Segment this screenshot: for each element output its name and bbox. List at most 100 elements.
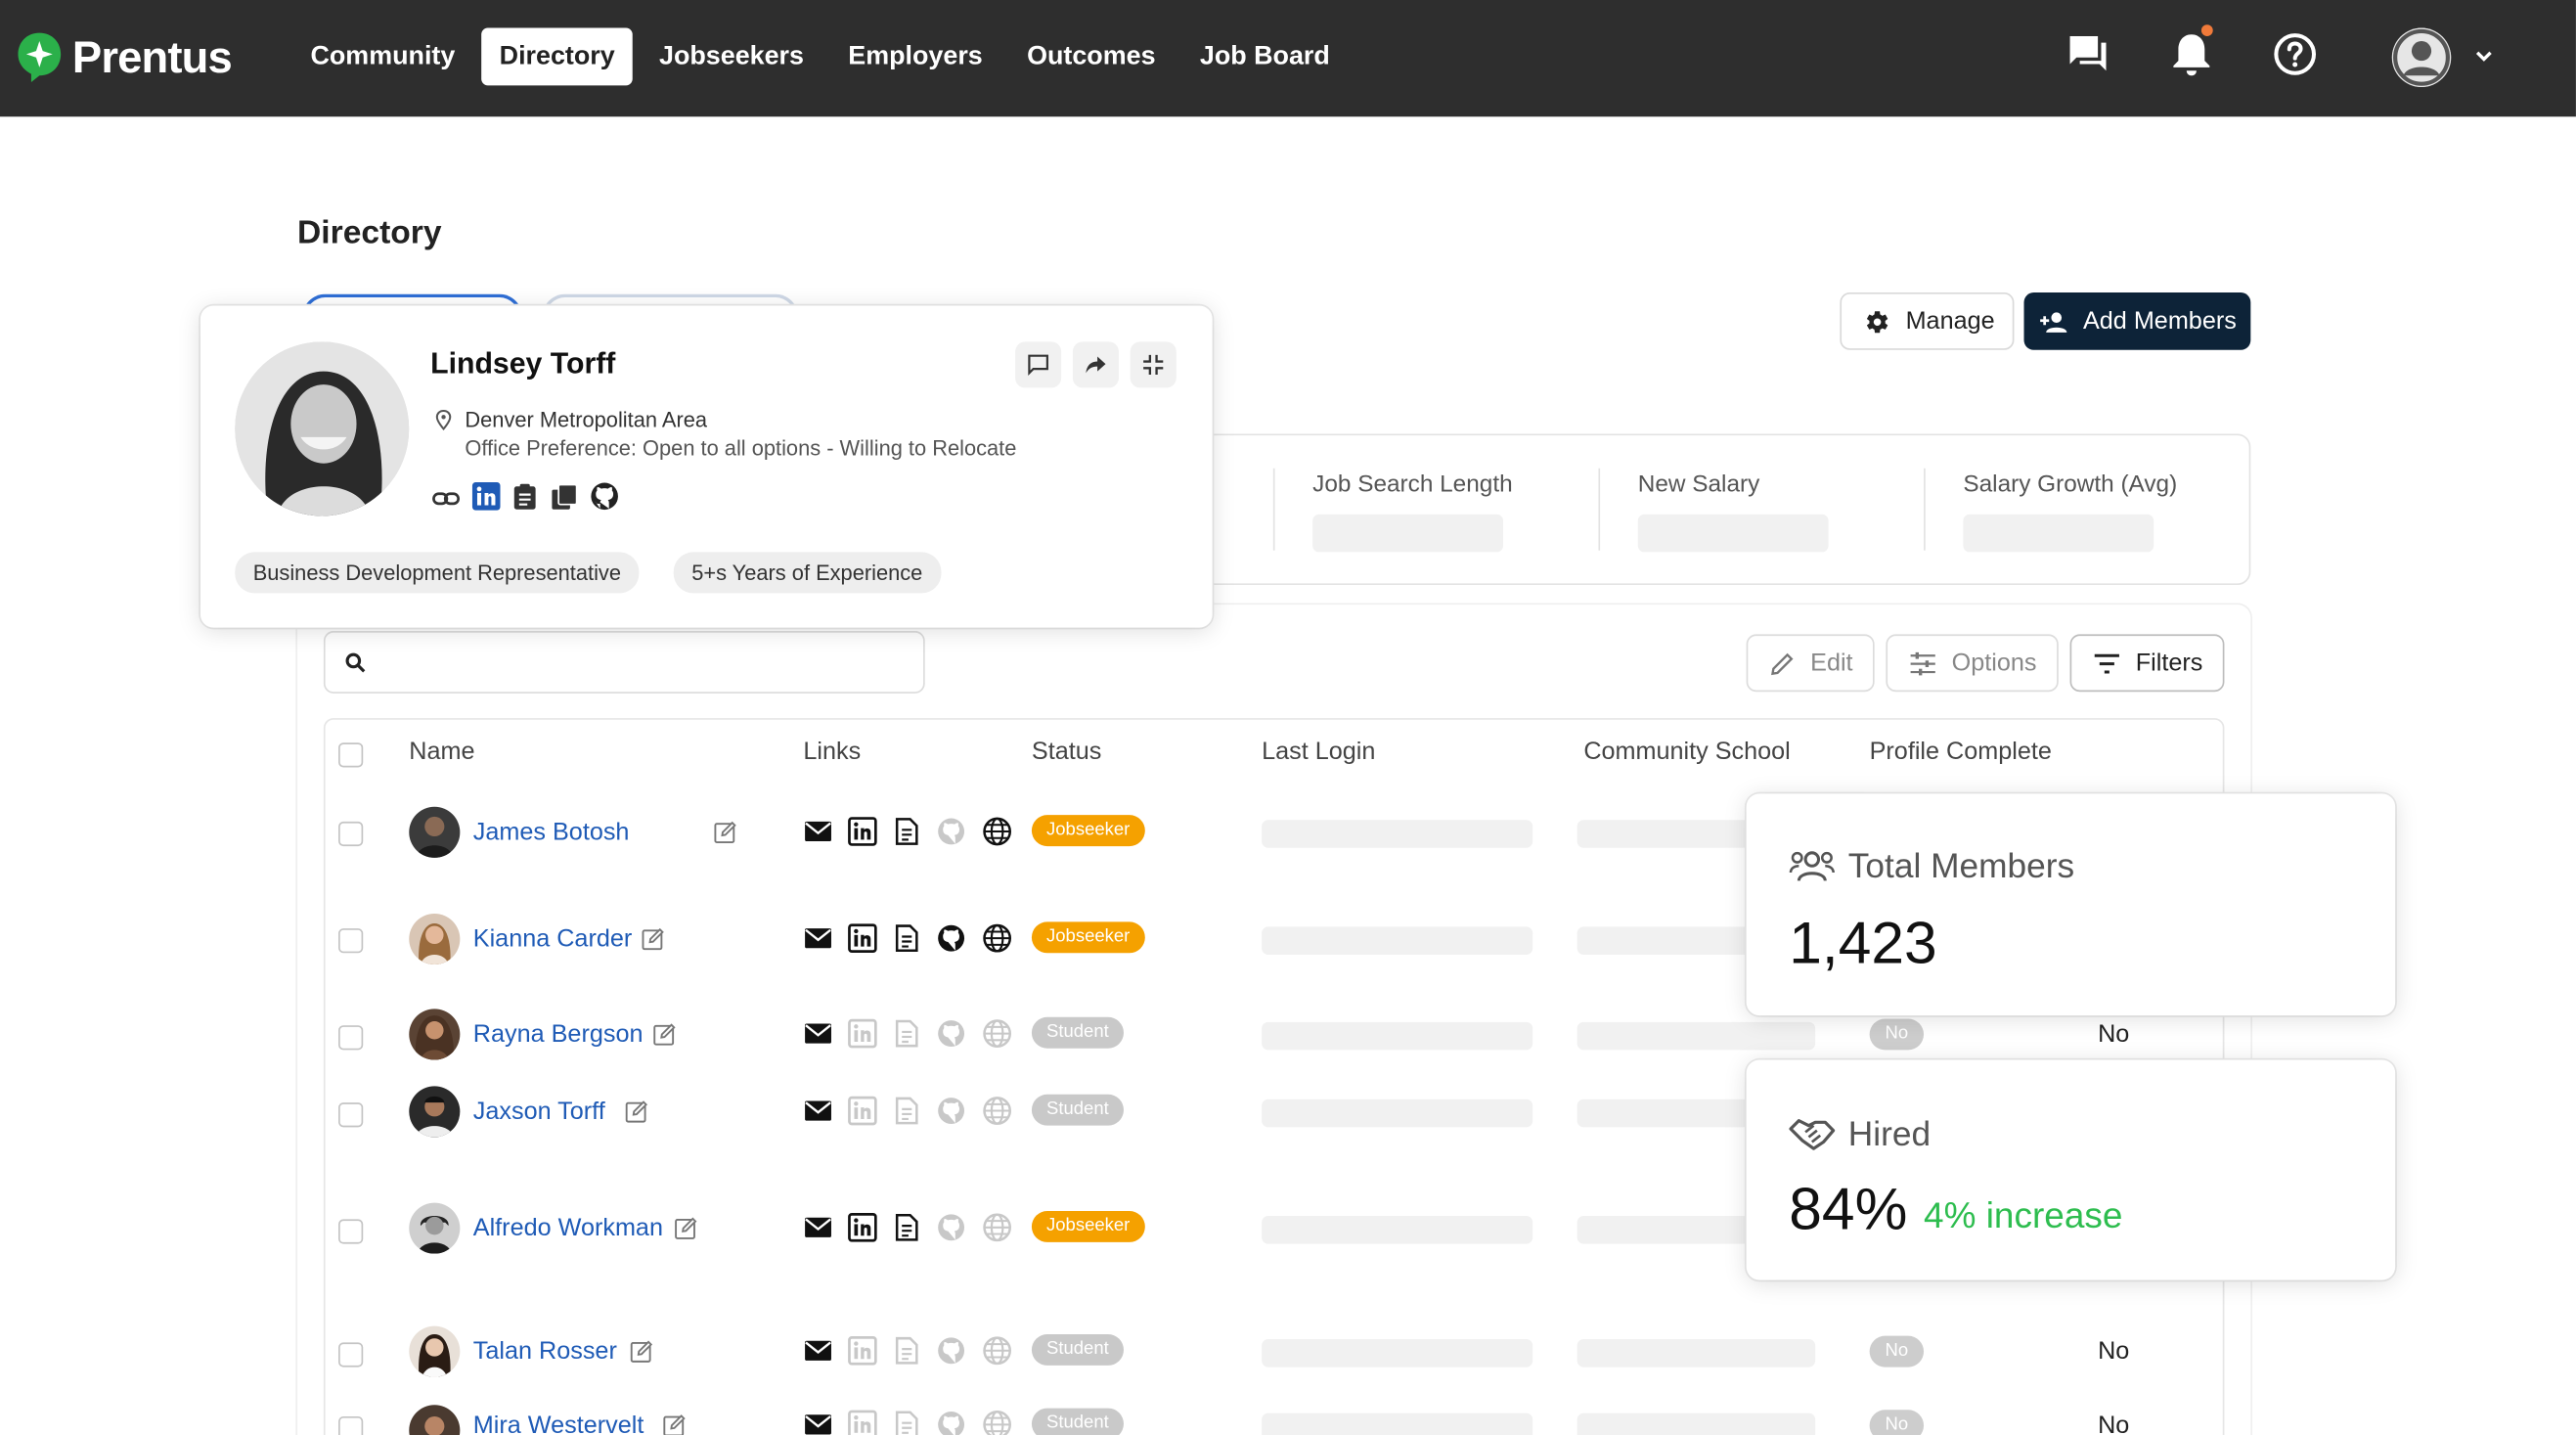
brand-name: Prentus	[71, 31, 233, 82]
edit-icon[interactable]	[629, 1339, 653, 1364]
edit-icon[interactable]	[652, 1022, 677, 1047]
avatar[interactable]	[409, 913, 461, 965]
member-name[interactable]: Kianna Carder	[472, 924, 633, 954]
nav-employers[interactable]: Employers	[848, 41, 983, 70]
chevron-down-icon[interactable]	[2472, 44, 2496, 67]
member-name[interactable]: Rayna Bergson	[472, 1020, 644, 1049]
linkedin-icon	[848, 1410, 877, 1435]
edit-button[interactable]: Edit	[1746, 634, 1875, 693]
column-header-last-login[interactable]: Last Login	[1262, 738, 1376, 766]
resume-icon[interactable]	[892, 817, 921, 846]
linkedin-icon[interactable]	[848, 1213, 877, 1242]
bell-icon[interactable]	[2167, 24, 2216, 78]
email-icon[interactable]	[803, 1096, 832, 1125]
gear-icon	[1866, 310, 1888, 333]
portfolio-icon[interactable]	[551, 483, 579, 512]
website-icon[interactable]	[983, 923, 1012, 953]
github-icon[interactable]	[590, 481, 619, 511]
column-header-community-school[interactable]: Community School	[1583, 738, 1791, 766]
collapse-button[interactable]	[1130, 341, 1177, 388]
last-login-placeholder	[1262, 1216, 1533, 1244]
github-icon[interactable]	[936, 923, 965, 953]
avatar[interactable]	[409, 1202, 461, 1254]
community-school-placeholder	[1577, 820, 1750, 848]
email-icon[interactable]	[803, 1410, 832, 1435]
community-school-placeholder	[1577, 926, 1750, 955]
row-checkbox[interactable]	[338, 1102, 364, 1128]
select-all-checkbox[interactable]	[338, 742, 364, 768]
edit-icon[interactable]	[713, 820, 737, 844]
row-checkbox[interactable]	[338, 1415, 364, 1435]
avatar[interactable]	[409, 1009, 461, 1060]
last-login-placeholder	[1262, 1021, 1533, 1051]
nav-outcomes[interactable]: Outcomes	[1027, 41, 1156, 70]
stats-card: Job Search Length New Salary Salary Grow…	[1149, 433, 2251, 586]
member-name[interactable]: James Botosh	[472, 818, 630, 847]
help-icon[interactable]	[2270, 29, 2319, 78]
nav-job-board[interactable]: Job Board	[1199, 41, 1330, 70]
search-input[interactable]	[384, 646, 894, 679]
add-members-button[interactable]: Add Members	[2023, 292, 2251, 350]
member-name[interactable]: Alfredo Workman	[472, 1214, 663, 1242]
row-checkbox[interactable]	[338, 928, 364, 954]
stat-job-search-length-label: Job Search Length	[1312, 471, 1513, 498]
share-button[interactable]	[1072, 341, 1119, 388]
manage-button[interactable]: Manage	[1840, 292, 2015, 350]
github-icon	[938, 1411, 965, 1435]
edit-icon[interactable]	[674, 1216, 698, 1240]
add-members-label: Add Members	[2082, 307, 2237, 336]
nav-jobseekers[interactable]: Jobseekers	[659, 41, 804, 70]
member-name[interactable]: Jaxson Torff	[472, 1098, 605, 1126]
filters-label: Filters	[2135, 649, 2203, 678]
column-header-profile-complete[interactable]: Profile Complete	[1869, 738, 2052, 766]
linkedin-icon[interactable]	[471, 481, 501, 511]
avatar[interactable]	[409, 1405, 461, 1435]
sliders-icon	[1910, 651, 1935, 675]
edit-icon[interactable]	[662, 1413, 687, 1435]
column-header-links[interactable]: Links	[803, 738, 862, 766]
column-header-name[interactable]: Name	[409, 738, 475, 766]
avatar[interactable]	[409, 806, 461, 858]
row-checkbox[interactable]	[338, 1342, 364, 1368]
user-avatar[interactable]	[2391, 27, 2452, 88]
total-members-value: 1,423	[1789, 908, 1937, 976]
linkedin-icon[interactable]	[848, 923, 877, 953]
nav-directory[interactable]: Directory	[481, 27, 634, 86]
stat-divider	[1598, 468, 1601, 551]
avatar[interactable]	[409, 1325, 461, 1377]
stat-salary-growth-label: Salary Growth (Avg)	[1963, 471, 2178, 498]
email-icon[interactable]	[803, 817, 832, 846]
resume-icon[interactable]	[892, 1213, 921, 1242]
website-icon[interactable]	[983, 817, 1012, 846]
profile-preview-card: Lindsey Torff Denver Metropolitan Area O…	[200, 305, 1213, 628]
row-checkbox[interactable]	[338, 821, 364, 847]
avatar[interactable]	[409, 1086, 461, 1138]
community-school-placeholder	[1577, 1216, 1750, 1244]
linkedin-icon[interactable]	[848, 817, 877, 846]
options-button[interactable]: Options	[1886, 634, 2059, 693]
edit-icon[interactable]	[624, 1099, 648, 1124]
member-name[interactable]: Talan Rosser	[472, 1337, 617, 1366]
hired-value: 84%	[1789, 1175, 1908, 1242]
chat-icon[interactable]	[2064, 29, 2112, 78]
brand-logo[interactable]: Prentus	[17, 29, 233, 85]
email-icon[interactable]	[803, 923, 832, 953]
resume-icon[interactable]	[512, 483, 537, 512]
resume-icon[interactable]	[892, 923, 921, 953]
message-button[interactable]	[1015, 341, 1062, 388]
member-name[interactable]: Mira Westervelt	[472, 1411, 644, 1435]
nav-community[interactable]: Community	[310, 41, 456, 70]
link-icon[interactable]	[432, 485, 461, 514]
email-icon[interactable]	[803, 1213, 832, 1242]
edit-icon[interactable]	[641, 926, 665, 951]
profile-location: Denver Metropolitan Area	[465, 407, 708, 432]
row-checkbox[interactable]	[338, 1219, 364, 1244]
email-icon[interactable]	[803, 1336, 832, 1366]
row-checkbox[interactable]	[338, 1025, 364, 1051]
filters-button[interactable]: Filters	[2069, 634, 2225, 693]
search-box[interactable]	[323, 631, 925, 694]
community-school-placeholder	[1577, 1021, 1816, 1051]
profile-complete-badge: No	[1869, 1018, 1925, 1051]
column-header-status[interactable]: Status	[1031, 738, 1102, 766]
email-icon[interactable]	[803, 1018, 832, 1048]
